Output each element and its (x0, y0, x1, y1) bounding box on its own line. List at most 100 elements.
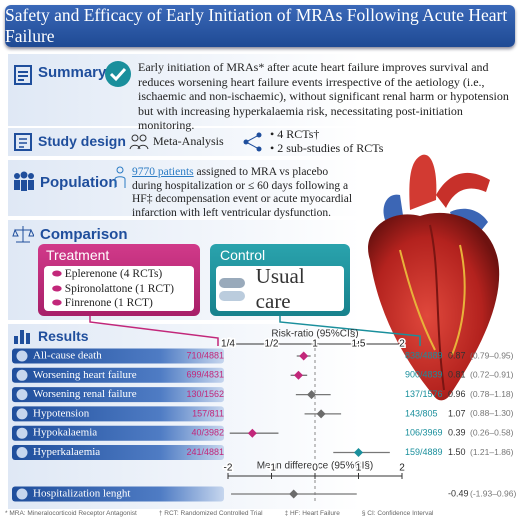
point-estimate (289, 489, 299, 499)
row-label: Hyperkalaemia (33, 446, 100, 458)
point-estimate (354, 448, 363, 457)
treatment-item-text: Finrenone (1 RCT) (64, 297, 153, 309)
footnote: * MRA: Mineralocorticoid Receptor Antago… (5, 510, 137, 517)
person-icon (114, 166, 126, 188)
vessel (399, 249, 436, 351)
mra-events: 241/4881 (186, 447, 224, 457)
footnote: † RCT: Randomized Controlled Trial (158, 510, 263, 517)
control-panel: Usual care (216, 263, 344, 313)
row-label: Hospitalization lenght (33, 488, 130, 500)
ci-label: (0.79–0.95) (470, 350, 514, 360)
heart (368, 212, 500, 401)
connector (89, 316, 219, 346)
design-band (8, 128, 512, 156)
summary-band (8, 54, 512, 126)
population-label: Population (40, 174, 118, 191)
vessel (451, 244, 466, 356)
design-item-text: 4 RCTs† (277, 127, 320, 141)
estimate-label: 0.81 (448, 370, 466, 380)
estimate-label: 0.39 (448, 428, 466, 438)
mra-events: 40/3982 (191, 428, 224, 438)
row-label: Hypotension (33, 407, 90, 419)
design-item: • 2 sub-studies of RCTs (270, 141, 384, 155)
point-estimate (307, 390, 317, 400)
scale-icon (12, 226, 34, 243)
control-events: 900/4839 (405, 370, 443, 380)
vessel (429, 224, 445, 391)
row-bar (12, 445, 224, 460)
row-bar (12, 348, 224, 364)
row-bar (12, 387, 224, 403)
estimate-label: -0.49 (448, 488, 469, 498)
ci-label: (0.78–1.18) (470, 389, 514, 399)
control-events: 143/805 (405, 408, 438, 418)
population-highlight: 9770 patients (132, 166, 194, 178)
control-label: Control (220, 247, 266, 263)
treatment-item: ⬬ Eplerenone (4 RCTs) (52, 268, 163, 280)
design-method: Meta-Analysis (153, 134, 224, 148)
ci-label: (-1.93–0.96) (470, 488, 516, 498)
share-icon (243, 132, 262, 152)
x-tick-label: 2 (399, 463, 405, 474)
comparison-label: Comparison (40, 226, 128, 243)
axis-title: Risk-ratio (95%CI§) (271, 329, 358, 340)
footnotes: * MRA: Mineralocorticoid Receptor Antago… (5, 510, 515, 517)
row-bar (12, 486, 224, 502)
control-events: 838/4889 (405, 350, 443, 360)
pill-icon (219, 277, 245, 301)
row-bar (12, 425, 224, 441)
row-icon (16, 427, 28, 439)
arch (436, 172, 490, 208)
connector (279, 316, 421, 346)
population-text: 9770 patients assigned to MRA vs placebo… (132, 166, 357, 220)
row-bar (12, 406, 224, 422)
row-icon (16, 389, 28, 401)
axis-title: Mean difference (95%CI§) (257, 461, 374, 472)
ci-label: (0.26–0.58) (470, 427, 514, 437)
check-icon (105, 61, 131, 87)
people-icon (129, 134, 149, 150)
treatment-item-text: Eplerenone (4 RCTs) (64, 268, 163, 280)
mra-events: 699/4831 (186, 370, 224, 380)
treatment-list: ⬬ Eplerenone (4 RCTs) ⬬ Spironolattone (… (44, 266, 194, 311)
point-estimate (299, 351, 309, 361)
design-item-text: 2 sub-studies of RCTs (277, 141, 384, 155)
row-icon (16, 447, 28, 458)
ci-label: (0.88–1.30) (470, 408, 514, 418)
heart-illustration (368, 154, 500, 401)
row-icon (16, 369, 28, 381)
row-label: All-cause death (33, 350, 102, 362)
footnote: ‡ HF: Heart Failure (284, 510, 340, 517)
point-estimate (316, 409, 326, 419)
design-item: • 4 RCTs† (270, 127, 320, 141)
estimate-label: 1.07 (448, 408, 466, 418)
title: Safety and Efficacy of Early Initiation … (5, 5, 515, 47)
x-tick-label: 1 (312, 339, 318, 350)
population-body: assigned to MRA vs placebo during hospit… (132, 166, 353, 219)
x-tick-label: 1/4 (221, 339, 235, 350)
x-tick-label: 2 (399, 339, 405, 350)
summary-text: Early initiation of MRAs* after acute he… (138, 60, 509, 132)
row-icon (16, 408, 28, 420)
ci-label: (1.21–1.86) (470, 447, 514, 457)
treatment-item-text: Spironolattone (1 RCT) (64, 282, 174, 295)
row-icon (16, 488, 28, 500)
x-tick-label: -1 (267, 463, 276, 474)
row-label: Worsening renal failure (33, 388, 137, 400)
estimate-label: 1.50 (448, 447, 466, 457)
summary-label: Summary (38, 64, 107, 81)
control-events: 137/1576 (405, 389, 443, 399)
row-label: Worsening heart failure (33, 369, 137, 381)
mra-events: 130/1562 (186, 389, 224, 399)
ci-label: (0.72–0.91) (470, 370, 514, 380)
row-label: Hypokalaemia (33, 427, 97, 439)
control-text: Usual care (255, 263, 305, 313)
treatment-item: ⬬ Spironolattone (1 RCT) (52, 282, 174, 295)
x-tick-label: 1 (356, 463, 362, 474)
x-tick-label: -2 (224, 463, 233, 474)
treatment-label: Treatment (46, 247, 110, 263)
control-events: 106/3969 (405, 428, 443, 438)
point-estimate (247, 428, 257, 438)
